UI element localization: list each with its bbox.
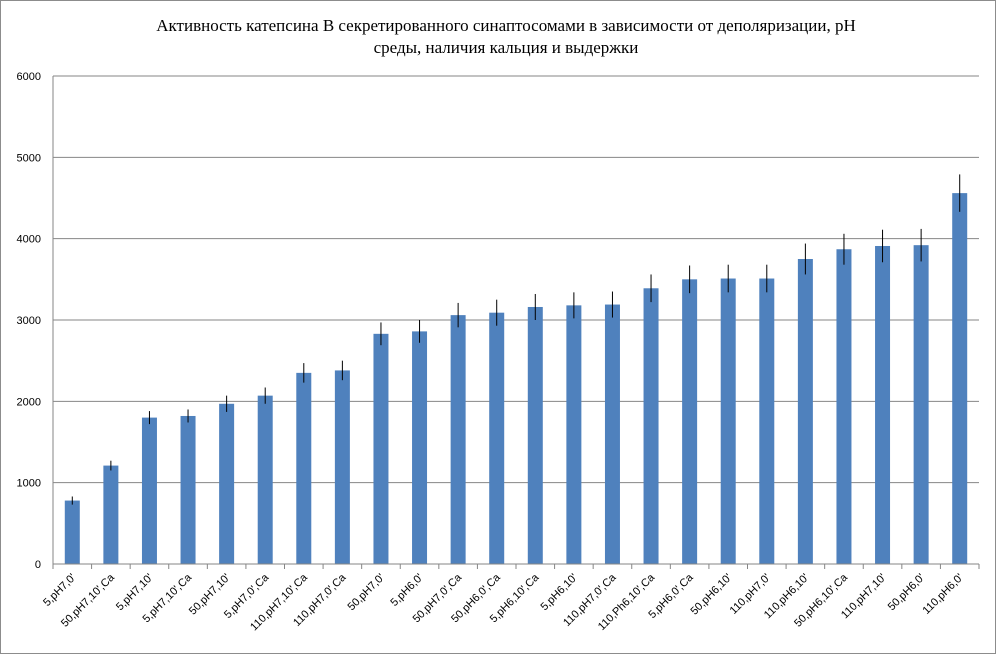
bar xyxy=(180,415,196,564)
y-tick-label: 0 xyxy=(35,559,41,571)
x-axis-tick-labels: 5,pH7,0'50,pH7,10',Ca5,pH7,10'5,pH7,10',… xyxy=(41,571,966,633)
bar xyxy=(141,417,157,564)
bar xyxy=(913,245,929,564)
error-bars xyxy=(71,174,961,505)
bar xyxy=(797,259,813,564)
y-tick-label: 2000 xyxy=(17,396,41,408)
gridlines xyxy=(53,75,979,484)
chart-title-line-2: среды, наличия кальция и выдержки xyxy=(373,38,639,57)
axes xyxy=(52,76,980,569)
x-tick-label: 5,pH6,0' xyxy=(388,572,425,609)
bar xyxy=(450,315,466,564)
y-tick-label: 1000 xyxy=(17,478,41,490)
bar xyxy=(103,465,119,564)
y-tick-label: 5000 xyxy=(17,152,41,164)
bar xyxy=(527,306,543,564)
bar xyxy=(566,305,582,564)
y-tick-label: 4000 xyxy=(17,234,41,246)
y-tick-label: 3000 xyxy=(17,315,41,327)
bar xyxy=(952,193,968,564)
bar xyxy=(412,331,428,564)
chart-title-line-1: Активность катепсина В секретированного … xyxy=(156,16,856,35)
bar xyxy=(875,245,891,564)
bar xyxy=(836,249,852,565)
bar xyxy=(604,304,620,564)
x-tick-label: 110,pH6,0' xyxy=(921,572,966,617)
y-axis-tick-labels: 0 1000 2000 3000 4000 5000 6000 xyxy=(17,71,41,571)
x-tick-label: 50,pH6,10' xyxy=(688,572,734,618)
chart-title: Активность катепсина В секретированного … xyxy=(91,15,921,59)
bar xyxy=(296,372,312,564)
bar xyxy=(64,500,80,564)
bar xyxy=(257,395,273,564)
bar xyxy=(720,278,736,564)
bar xyxy=(219,403,235,564)
x-tick-label: 5,pH7,0' xyxy=(41,572,78,609)
bar xyxy=(643,288,659,564)
bar xyxy=(682,279,698,564)
bar xyxy=(373,333,389,564)
bar xyxy=(759,278,775,564)
x-tick-label: 50,pH7,0' xyxy=(346,572,388,614)
bar xyxy=(489,312,505,564)
bar xyxy=(334,370,350,564)
bars xyxy=(64,193,968,565)
y-tick-label: 6000 xyxy=(17,71,41,83)
